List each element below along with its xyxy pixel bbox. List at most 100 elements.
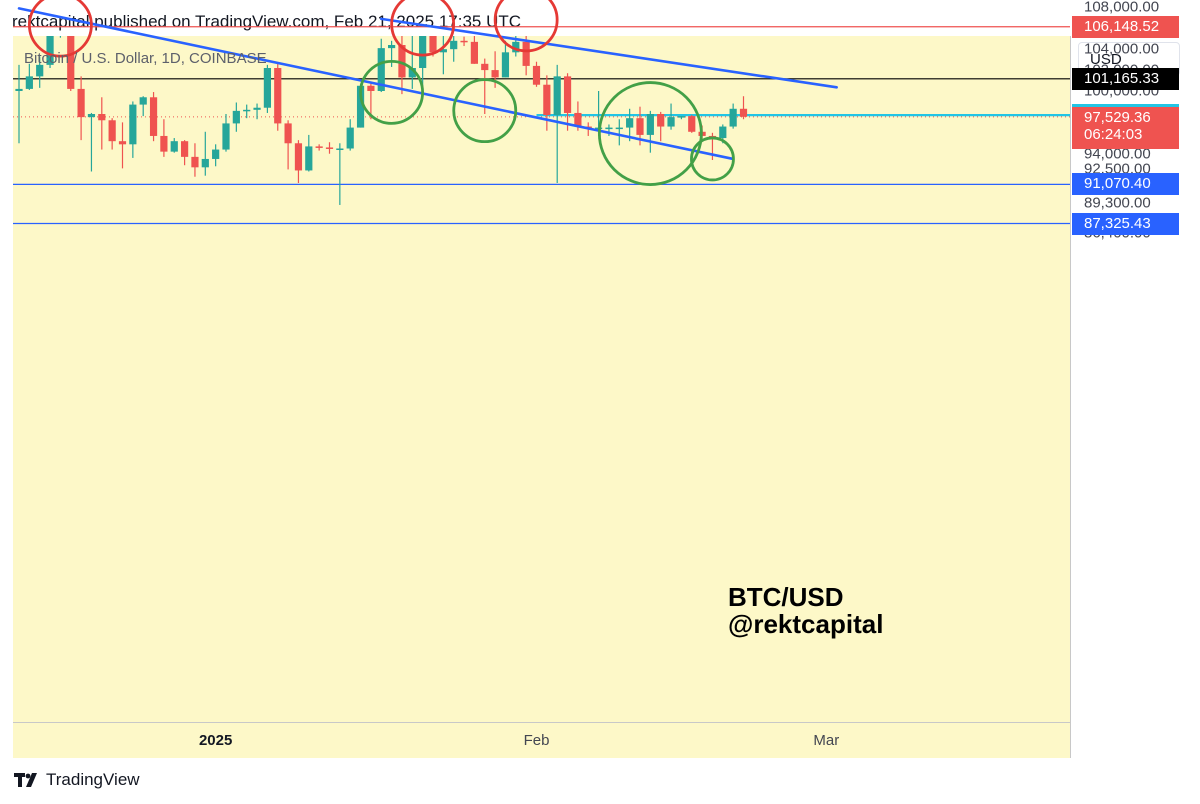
watermark-line2: @rektcapital [728,609,884,639]
candle-body [667,117,675,127]
candle-body [201,158,209,168]
candle-body [615,127,623,130]
candle-body [87,114,96,118]
trendline [17,7,735,161]
candle-body [419,36,427,68]
candle-body [532,65,541,85]
chart-watermark: BTC/USD @rektcapital [728,584,883,638]
price-tick-label: 108,000.00 [1084,0,1160,16]
price-line-badge: 106,148.52 [1072,15,1179,38]
candle-body [491,70,499,78]
candle-body [636,118,644,135]
resistance-circle [28,0,93,58]
candle-body [626,118,634,128]
candle-body [470,41,478,64]
candle-body [563,76,572,113]
candle-body [170,141,178,152]
candle-body [543,84,551,116]
trendline [379,17,838,89]
candle-body [222,123,230,150]
resistance-circle [493,0,559,53]
candle-body [139,97,147,105]
tradingview-label: TradingView [46,770,140,789]
candle-body [522,41,530,66]
candle-body [398,44,406,78]
candle-body [305,146,313,171]
candle-body [212,149,220,159]
price-line-badge: 87,325.43 [1072,212,1179,235]
time-axis[interactable] [13,723,1070,758]
candle-body [367,85,375,91]
candle-body [98,114,106,121]
candle-body [460,40,468,43]
candle-body [118,141,127,145]
time-tick-label: 2025 [198,732,233,749]
candle-body [646,114,654,135]
candle-body [36,64,44,77]
candle-body [429,36,437,53]
candle-body [657,114,665,127]
candle-body [574,112,582,127]
candle-body [377,48,385,91]
candle-body [15,88,23,91]
candle-body [388,44,396,49]
candle-body [284,123,292,144]
candle-body [481,63,489,71]
candle-body [160,135,168,152]
candle-body [439,49,447,53]
support-circle [690,136,735,182]
candle-body [25,76,33,89]
price-line-badge: 91,070.40 [1072,173,1179,196]
candle-body [501,52,510,78]
candle-body [274,67,282,124]
time-axis-divider [13,722,1070,723]
candle-body [108,120,116,142]
resistance-circle [390,0,456,57]
candle-body [46,36,54,65]
price-tick-label: 104,000.00 [1084,40,1160,58]
candle-body [243,109,251,112]
time-tick-label: Mar [813,732,840,749]
price-line-badge: 101,165.33 [1072,67,1179,90]
watermark-line1: BTC/USD [728,582,844,612]
candle-body [553,76,561,116]
tradingview-logo[interactable]: TradingView [14,770,140,790]
price-axis[interactable] [1071,36,1187,758]
candle-body [677,116,685,118]
candle-body [512,41,520,53]
candle-body [688,116,696,132]
candle-body [253,107,261,110]
candle-body [263,67,271,108]
support-circle [359,59,425,125]
candle-body [729,108,737,127]
candle-body [336,148,344,151]
axis-divider [1070,36,1071,758]
price-tick-label: 89,300.00 [1084,194,1151,212]
candle-body [57,27,64,32]
candle-body [605,127,613,130]
last-price-badge: 97,529.36 06:24:03 [1072,106,1179,149]
support-circle [452,78,518,144]
candle-body [181,141,189,157]
candle-body [325,147,334,149]
candle-body [191,156,199,168]
candle-body [346,127,354,149]
candle-body [149,97,158,136]
bar-countdown: 06:24:03 [1084,125,1143,143]
tradingview-logo-icon [14,773,37,787]
time-tick-label: Feb [523,732,550,749]
candle-body [67,36,75,89]
chart-area[interactable] [13,36,1070,722]
candle-body [739,108,748,117]
candle-body [129,104,137,145]
candle-body [77,88,85,118]
candle-body [315,146,323,148]
candle-body [450,40,458,50]
candle-body [408,67,416,78]
last-price-value: 97,529.36 [1084,108,1151,126]
symbol-title: Bitcoin / U.S. Dollar, 1D, COINBASE [24,50,267,67]
candle-body [356,85,365,128]
candle-body [294,143,303,171]
candle-body [232,110,240,124]
